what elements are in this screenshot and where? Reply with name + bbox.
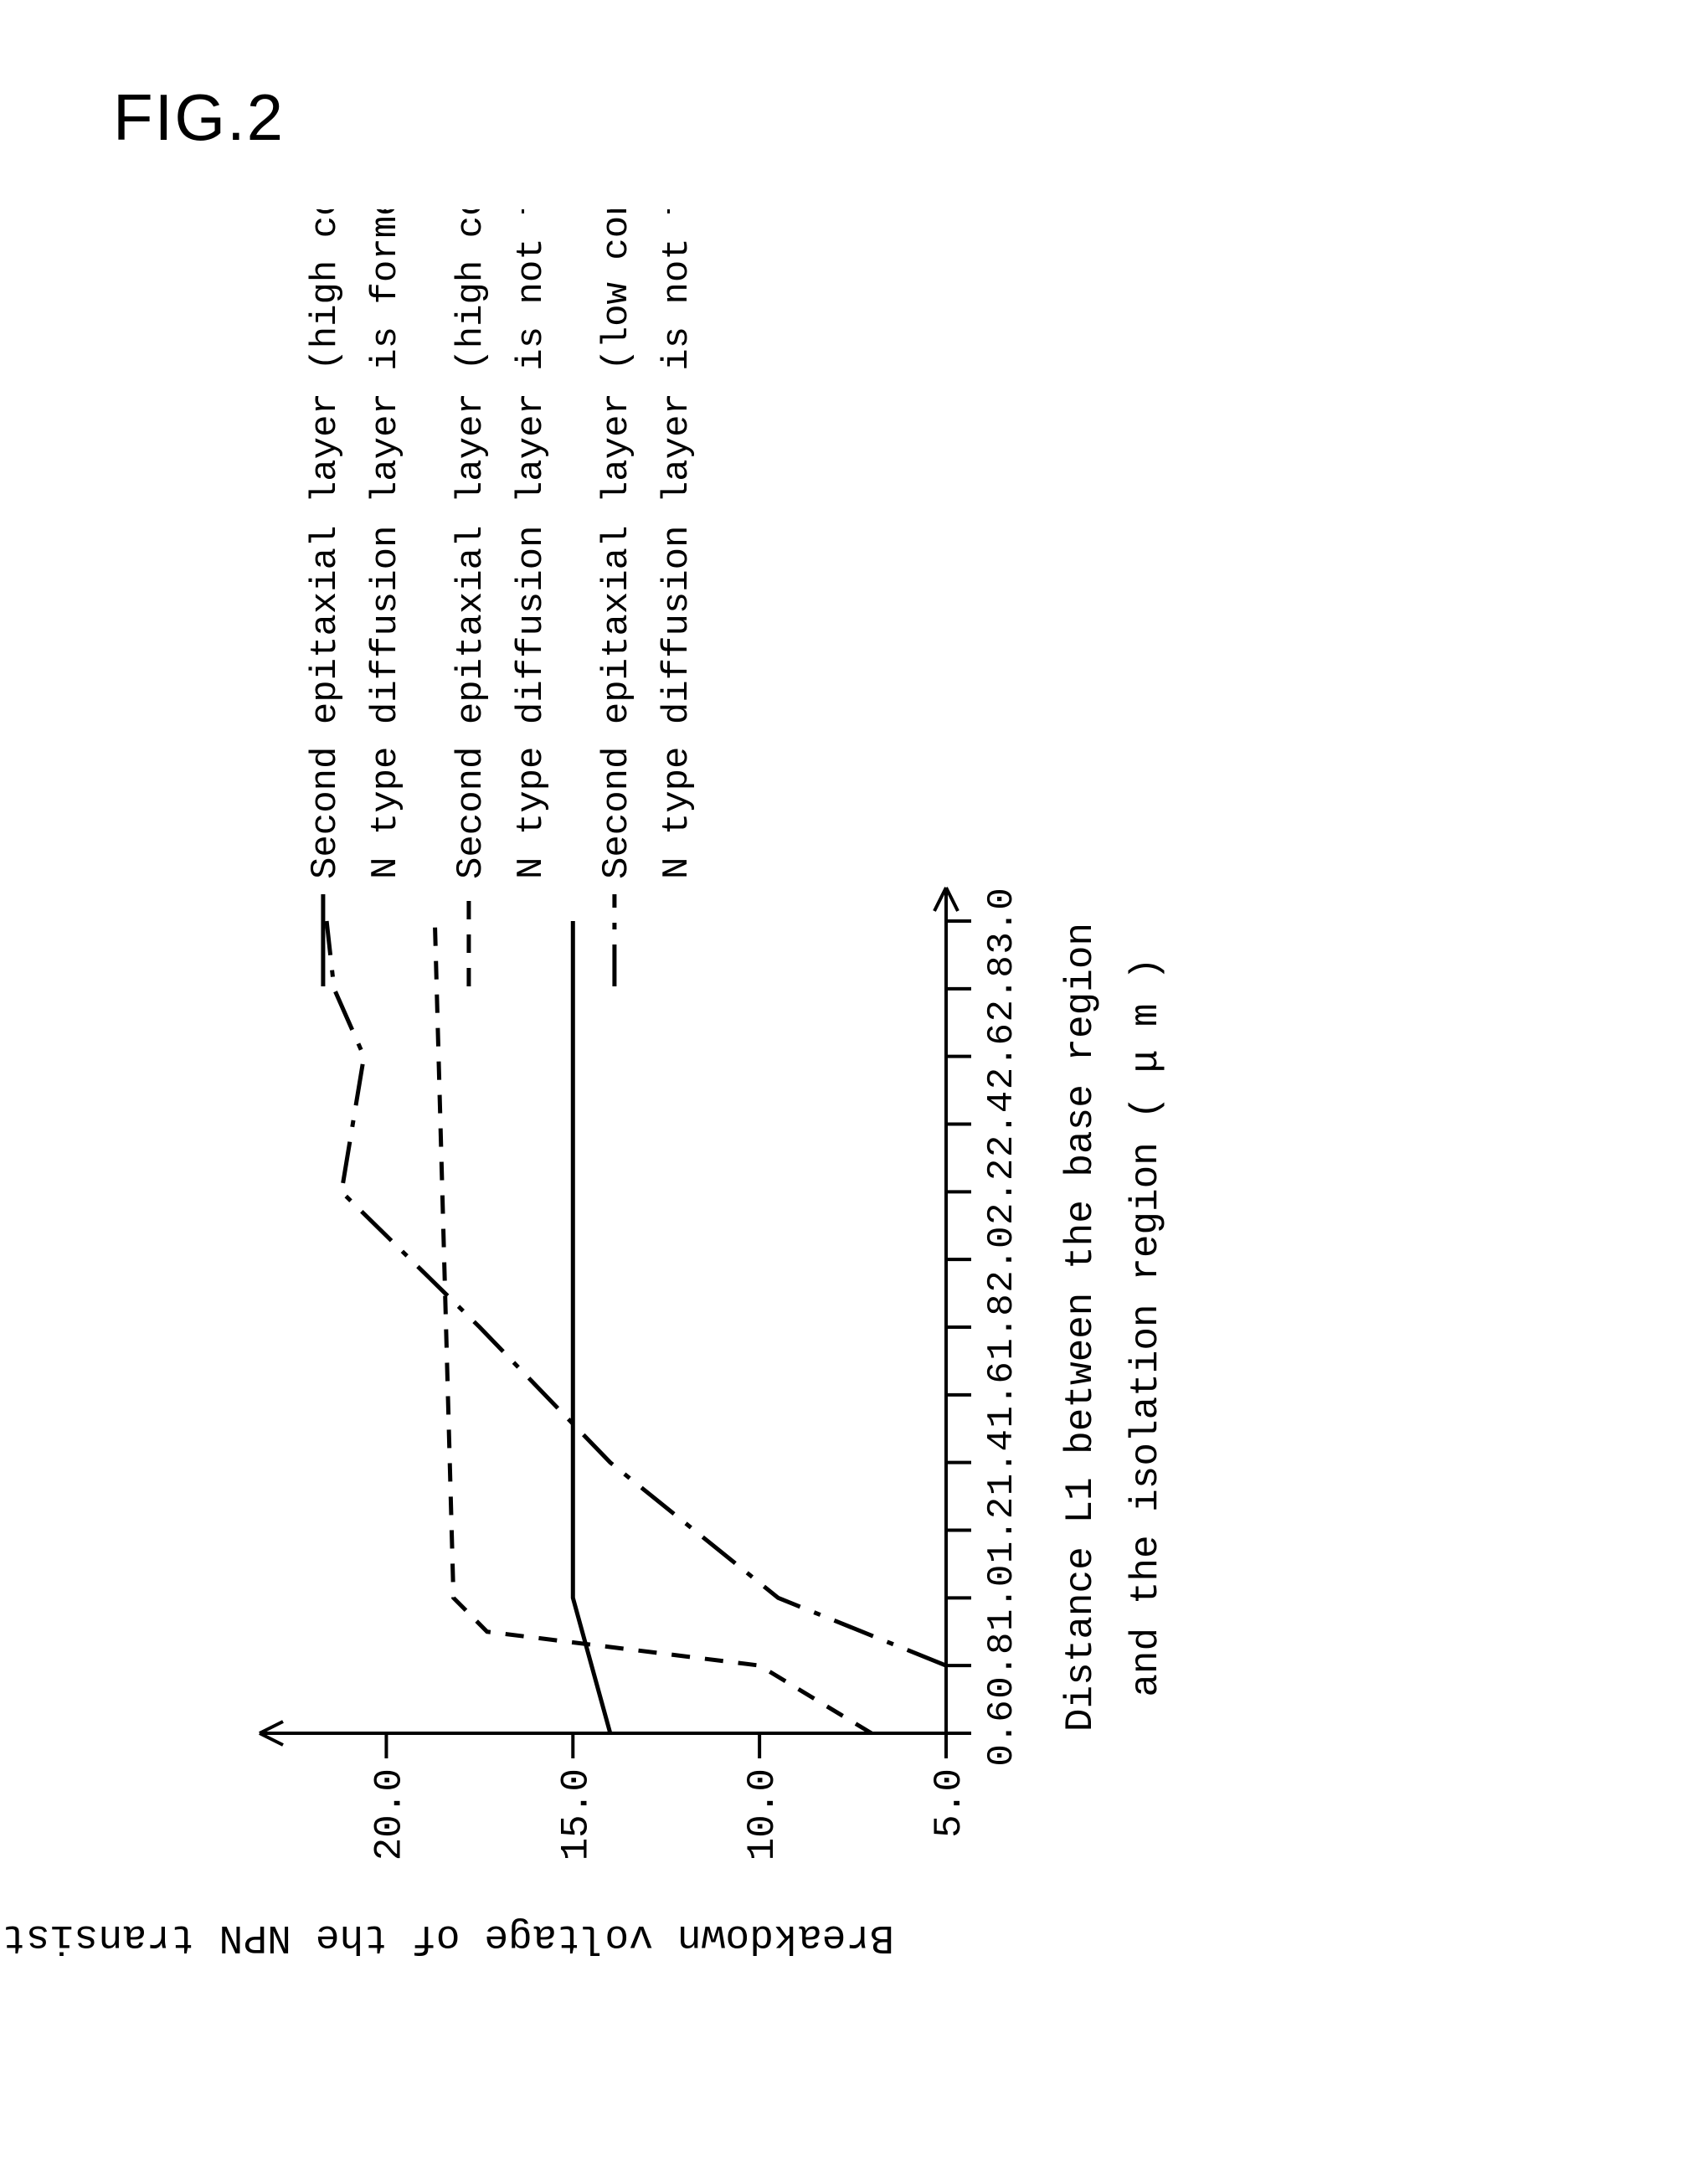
series-dashed [435, 921, 871, 1733]
x-tick-label: 2.8 [981, 955, 1023, 1022]
x-tick-label: 0.8 [981, 1633, 1023, 1699]
y-axis-title: Breakdown voltage of the NPN transistor … [0, 1914, 894, 1959]
legend-text: N type diffusion layer is not formed [656, 209, 698, 879]
x-tick-label: 1.0 [981, 1565, 1023, 1631]
x-tick-label: 1.8 [981, 1294, 1023, 1360]
y-tick-label: 10.0 [741, 1768, 785, 1861]
x-tick-label: 2.0 [981, 1227, 1023, 1293]
series-solid [573, 921, 610, 1733]
x-tick-label: 0.6 [981, 1700, 1023, 1766]
chart-wrapper: Breakdown voltage of the NPN transistor … [234, 209, 1507, 2010]
legend-text: N type diffusion layer is not formed [511, 209, 553, 879]
x-tick-label: 2.2 [981, 1159, 1023, 1225]
y-tick-label: 5.0 [928, 1768, 971, 1838]
legend-text: Second epitaxial layer (low concentratio… [596, 209, 638, 879]
y-tick-label: 20.0 [368, 1768, 411, 1861]
x-tick-label: 1.6 [981, 1361, 1023, 1428]
line-chart: 5.010.015.020.00.60.81.01.21.41.61.82.02… [234, 209, 1507, 2010]
x-tick-label: 2.6 [981, 1023, 1023, 1089]
page-root: FIG.2 Breakdown voltage of the NPN trans… [0, 0, 1708, 2172]
series-dashdot [327, 921, 946, 1665]
y-tick-label: 15.0 [554, 1768, 598, 1861]
x-axis-title-line2: and the isolation region ( μ m ) [1124, 957, 1168, 1696]
x-axis-title-line1: Distance L1 between the base region [1059, 923, 1103, 1732]
figure-label: FIG.2 [113, 80, 285, 156]
legend-text: N type diffusion layer is formed [365, 209, 407, 879]
x-tick-label: 1.2 [981, 1497, 1023, 1563]
x-tick-label: 3.0 [981, 888, 1023, 954]
legend-text: Second epitaxial layer (high concentrati… [450, 209, 492, 879]
x-tick-label: 1.4 [981, 1429, 1023, 1495]
legend-text: Second epitaxial layer (high concentrati… [305, 209, 347, 879]
x-tick-label: 2.4 [981, 1091, 1023, 1157]
chart-container: Breakdown voltage of the NPN transistor … [234, 209, 1507, 2010]
